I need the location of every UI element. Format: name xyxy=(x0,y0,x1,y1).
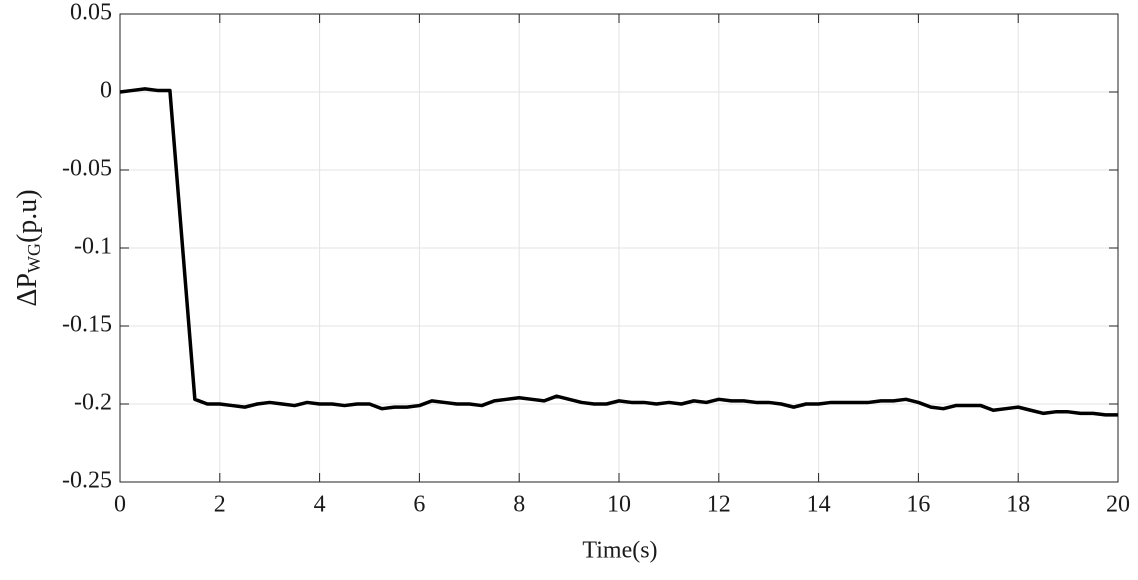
y-tick-label: -0.25 xyxy=(62,468,112,494)
x-tick-label: 18 xyxy=(1006,492,1030,518)
x-tick-label: 4 xyxy=(314,492,326,518)
y-tick-label: -0.05 xyxy=(62,156,112,182)
x-tick-label: 12 xyxy=(707,492,731,518)
y-tick-label: -0.1 xyxy=(74,234,112,260)
plot-frame xyxy=(119,13,1119,483)
y-label-subscript: WG xyxy=(24,243,44,273)
y-label-suffix: (p.u) xyxy=(12,189,43,243)
y-tick-label: -0.15 xyxy=(62,312,112,338)
y-axis-label: ΔPWG(p.u) xyxy=(12,189,44,306)
y-tick-label: 0.05 xyxy=(70,0,112,26)
x-tick-label: 10 xyxy=(607,492,631,518)
x-tick-label: 2 xyxy=(214,492,226,518)
x-tick-label: 0 xyxy=(114,492,126,518)
x-tick-label: 16 xyxy=(906,492,930,518)
data-line xyxy=(119,87,1118,417)
y-tick-label: -0.2 xyxy=(74,390,112,416)
x-axis-label: Time(s) xyxy=(582,538,657,564)
y-tick-label: 0 xyxy=(100,78,112,104)
y-label-main: ΔP xyxy=(12,273,43,307)
x-tick-label: 8 xyxy=(513,492,525,518)
x-tick-label: 14 xyxy=(807,492,831,518)
x-tick-label: 6 xyxy=(413,492,425,518)
x-tick-label: 20 xyxy=(1106,492,1130,518)
